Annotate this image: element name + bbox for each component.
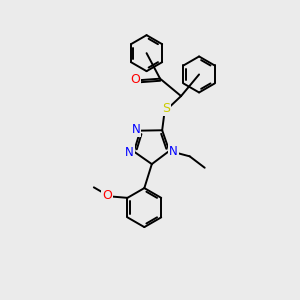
Text: N: N	[131, 123, 140, 136]
Text: N: N	[125, 146, 134, 159]
Text: S: S	[162, 102, 170, 115]
Text: O: O	[130, 74, 140, 86]
Text: O: O	[102, 189, 112, 202]
Text: N: N	[169, 145, 178, 158]
